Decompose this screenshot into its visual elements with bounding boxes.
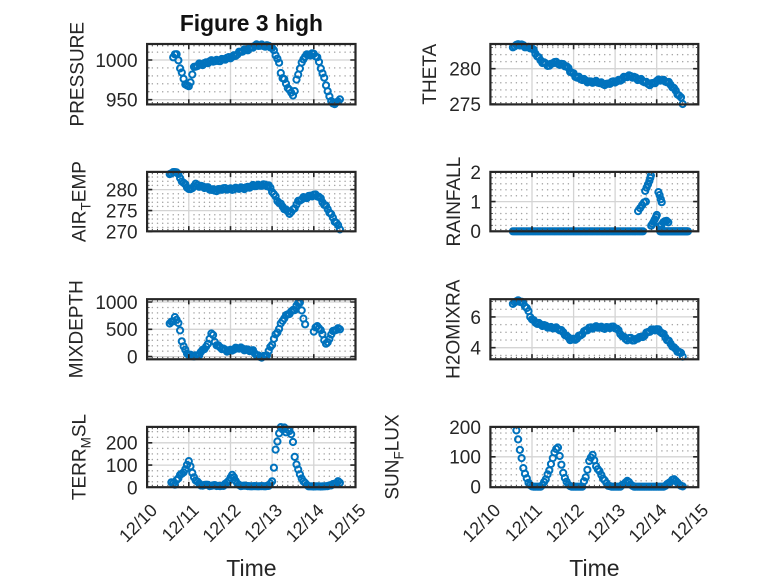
svg-text:MIXDEPTH: MIXDEPTH [67,280,88,378]
svg-text:Figure 3 high: Figure 3 high [180,10,323,36]
svg-text:SUNF​LUX: SUNF​LUX [382,414,406,500]
svg-text:200: 200 [106,434,138,455]
svg-text:100: 100 [106,456,138,477]
svg-text:RAINFALL: RAINFALL [444,157,465,247]
svg-text:4: 4 [470,339,481,360]
svg-text:500: 500 [106,320,138,341]
svg-text:0: 0 [127,478,138,499]
svg-text:6: 6 [470,308,481,329]
svg-text:1: 1 [470,193,481,214]
svg-text:280: 280 [449,60,481,81]
svg-text:Time: Time [569,555,619,581]
svg-text:0: 0 [127,348,138,369]
svg-text:1000: 1000 [95,293,137,314]
svg-text:100: 100 [449,448,481,469]
svg-text:270: 270 [106,223,138,244]
svg-text:Time: Time [226,555,276,581]
svg-text:PRESSURE: PRESSURE [68,22,89,127]
svg-text:2: 2 [470,163,481,184]
svg-text:TERRM​SL: TERRM​SL [69,414,93,500]
svg-text:AIRT​EMP: AIRT​EMP [70,161,94,242]
svg-text:200: 200 [449,418,481,439]
svg-text:280: 280 [106,181,138,202]
svg-text:275: 275 [449,95,481,116]
svg-text:0: 0 [470,222,481,243]
svg-text:1000: 1000 [95,51,137,72]
svg-text:H2OMIXRA: H2OMIXRA [444,279,465,379]
svg-text:950: 950 [106,91,138,112]
svg-text:275: 275 [106,202,138,223]
svg-text:0: 0 [470,478,481,499]
svg-text:THETA: THETA [420,43,441,104]
